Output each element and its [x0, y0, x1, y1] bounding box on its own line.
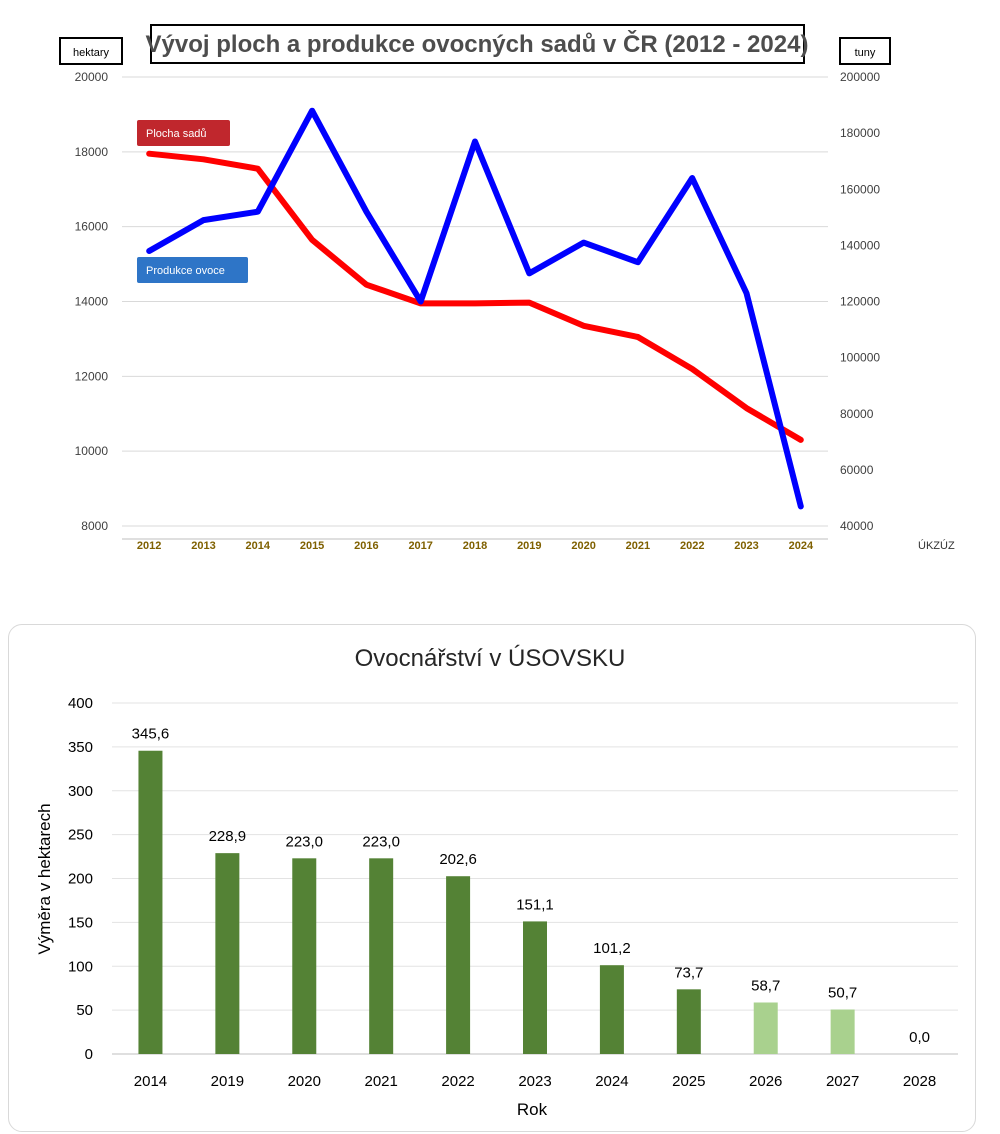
left-unit-box [59, 37, 123, 65]
left-tick-label: 14000 [75, 295, 109, 309]
bar-x-tick-label: 2019 [211, 1073, 244, 1090]
right-unit-label: tuny [855, 47, 876, 59]
right-tick-label: 200000 [840, 70, 880, 84]
bar-y-tick-label: 150 [68, 914, 93, 931]
left-tick-label: 12000 [75, 369, 109, 383]
bar-2019 [215, 853, 240, 1054]
left-tick-label: 16000 [75, 220, 109, 234]
right-axis-ticks: 200000 180000 160000 140000 120000 100000 8000… [840, 70, 880, 533]
bar-x-tick-label: 2024 [595, 1073, 628, 1090]
left-axis-ticks: 20000 18000 16000 14000 12000 10000 8000 [75, 70, 109, 533]
bar-x-tick-label: 2028 [903, 1073, 936, 1090]
right-tick-label: 100000 [840, 351, 880, 365]
bar-data-label: 101,2 [593, 940, 631, 957]
right-tick-label: 160000 [840, 182, 880, 196]
x-tick-label: 2012 [137, 540, 161, 552]
right-tick-label: 180000 [840, 126, 880, 140]
x-tick-label: 2018 [463, 540, 487, 552]
bar-y-tick-label: 250 [68, 827, 93, 844]
bar-2027 [830, 1009, 855, 1054]
left-unit-label: hektary [73, 47, 110, 59]
bar-2022 [446, 876, 471, 1054]
x-tick-label: 2024 [789, 540, 814, 552]
bar-data-label: 50,7 [828, 985, 857, 1002]
bar-2021 [369, 858, 394, 1054]
bar-y-tick-label: 200 [68, 871, 93, 888]
bar-x-tick-label: 2025 [672, 1073, 705, 1090]
bar-2024 [599, 965, 624, 1054]
chart-title-box [150, 24, 805, 64]
bar-y-tick-label: 100 [68, 958, 93, 975]
bar-data-label: 202,6 [439, 851, 477, 868]
bar-chart-title: Ovocnářství v ÚSOVSKU [355, 645, 626, 672]
bar-x-tick-label: 2020 [288, 1073, 321, 1090]
legend-produkce-label: Produkce ovoce [146, 265, 225, 277]
series-line-produkce-ovoce [146, 107, 804, 510]
chart-title: Vývoj ploch a produkce ovocných sadů v Č… [146, 30, 809, 58]
source-label: ÚKZÚZ [918, 539, 955, 552]
bar-x-tick-label: 2023 [518, 1073, 551, 1090]
bar-2014 [138, 750, 163, 1054]
bar-y-tick-label: 50 [76, 1002, 93, 1019]
bar-y-axis-label: Výměra v hektarech [35, 803, 54, 954]
usovsko-bar-chart: Ovocnářství v ÚSOVSKU 0 50 100 150 200 250 300… [35, 645, 958, 1119]
x-tick-label: 2023 [734, 540, 758, 552]
bar-data-label: 223,0 [362, 833, 400, 850]
bar-2020 [292, 858, 317, 1054]
bar-x-tick-label: 2021 [364, 1073, 397, 1090]
x-tick-label: 2015 [300, 540, 324, 552]
right-tick-label: 140000 [840, 238, 880, 252]
bar-2026 [753, 1002, 778, 1054]
bar-x-axis-label: Rok [517, 1100, 548, 1119]
bar-x-ticks: 2014 2019 2020 2021 2022 2023 2024 2025 2026 2027… [134, 1073, 936, 1090]
right-tick-label: 80000 [840, 407, 874, 421]
orchard-area-production-chart: Vývoj ploch a produkce ovocných sadů v Č… [59, 24, 955, 552]
right-tick-label: 120000 [840, 295, 880, 309]
right-tick-label: 40000 [840, 519, 874, 533]
legend-plocha-label: Plocha sadů [146, 128, 207, 140]
x-tick-label: 2021 [626, 540, 650, 552]
bar-data-label: 223,0 [285, 833, 323, 850]
left-tick-label: 18000 [75, 145, 109, 159]
left-tick-label: 10000 [75, 444, 109, 458]
x-tick-label: 2022 [680, 540, 704, 552]
bar-data-labels: 345,6 228,9 223,0 223,0 202,6 151,1 101,2 73,7 5… [132, 726, 930, 1046]
bar-y-tick-label: 400 [68, 695, 93, 712]
bar-y-tick-label: 350 [68, 739, 93, 756]
legend-plocha-box [137, 120, 230, 146]
bar-y-tick-label: 300 [68, 783, 93, 800]
bar-x-tick-label: 2022 [441, 1073, 474, 1090]
right-tick-label: 60000 [840, 463, 874, 477]
series-line-plocha-sadu [146, 150, 804, 443]
series-lines [146, 107, 804, 510]
x-tick-label: 2017 [408, 540, 432, 552]
bar-2023 [523, 921, 547, 1054]
bar-x-tick-label: 2026 [749, 1073, 782, 1090]
x-tick-label: 2016 [354, 540, 378, 552]
x-tick-label: 2020 [571, 540, 595, 552]
bar-x-tick-label: 2027 [826, 1073, 859, 1090]
x-tick-label: 2019 [517, 540, 541, 552]
bar-data-label: 151,1 [516, 896, 554, 913]
bar-data-label: 228,9 [209, 828, 247, 845]
x-axis-ticks: 2012 2013 2014 2015 2016 2017 2018 2019 2020 2021… [137, 540, 814, 552]
bar-data-label: 73,7 [674, 964, 703, 981]
right-unit-box [839, 37, 891, 65]
left-tick-label: 8000 [81, 519, 108, 533]
bar-data-label: 58,7 [751, 977, 780, 994]
bar-y-ticks: 0 50 100 150 200 250 300 350 400 [68, 695, 93, 1063]
left-tick-label: 20000 [75, 70, 109, 84]
bar-x-tick-label: 2014 [134, 1073, 167, 1090]
x-tick-label: 2013 [191, 540, 215, 552]
bar-data-label: 345,6 [132, 726, 170, 743]
bar-2025 [676, 989, 701, 1054]
bar-series [138, 750, 855, 1054]
legend-produkce-box [137, 257, 248, 283]
bar-data-label: 0,0 [909, 1029, 930, 1046]
bar-y-tick-label: 0 [85, 1046, 93, 1063]
x-tick-label: 2014 [246, 540, 271, 552]
